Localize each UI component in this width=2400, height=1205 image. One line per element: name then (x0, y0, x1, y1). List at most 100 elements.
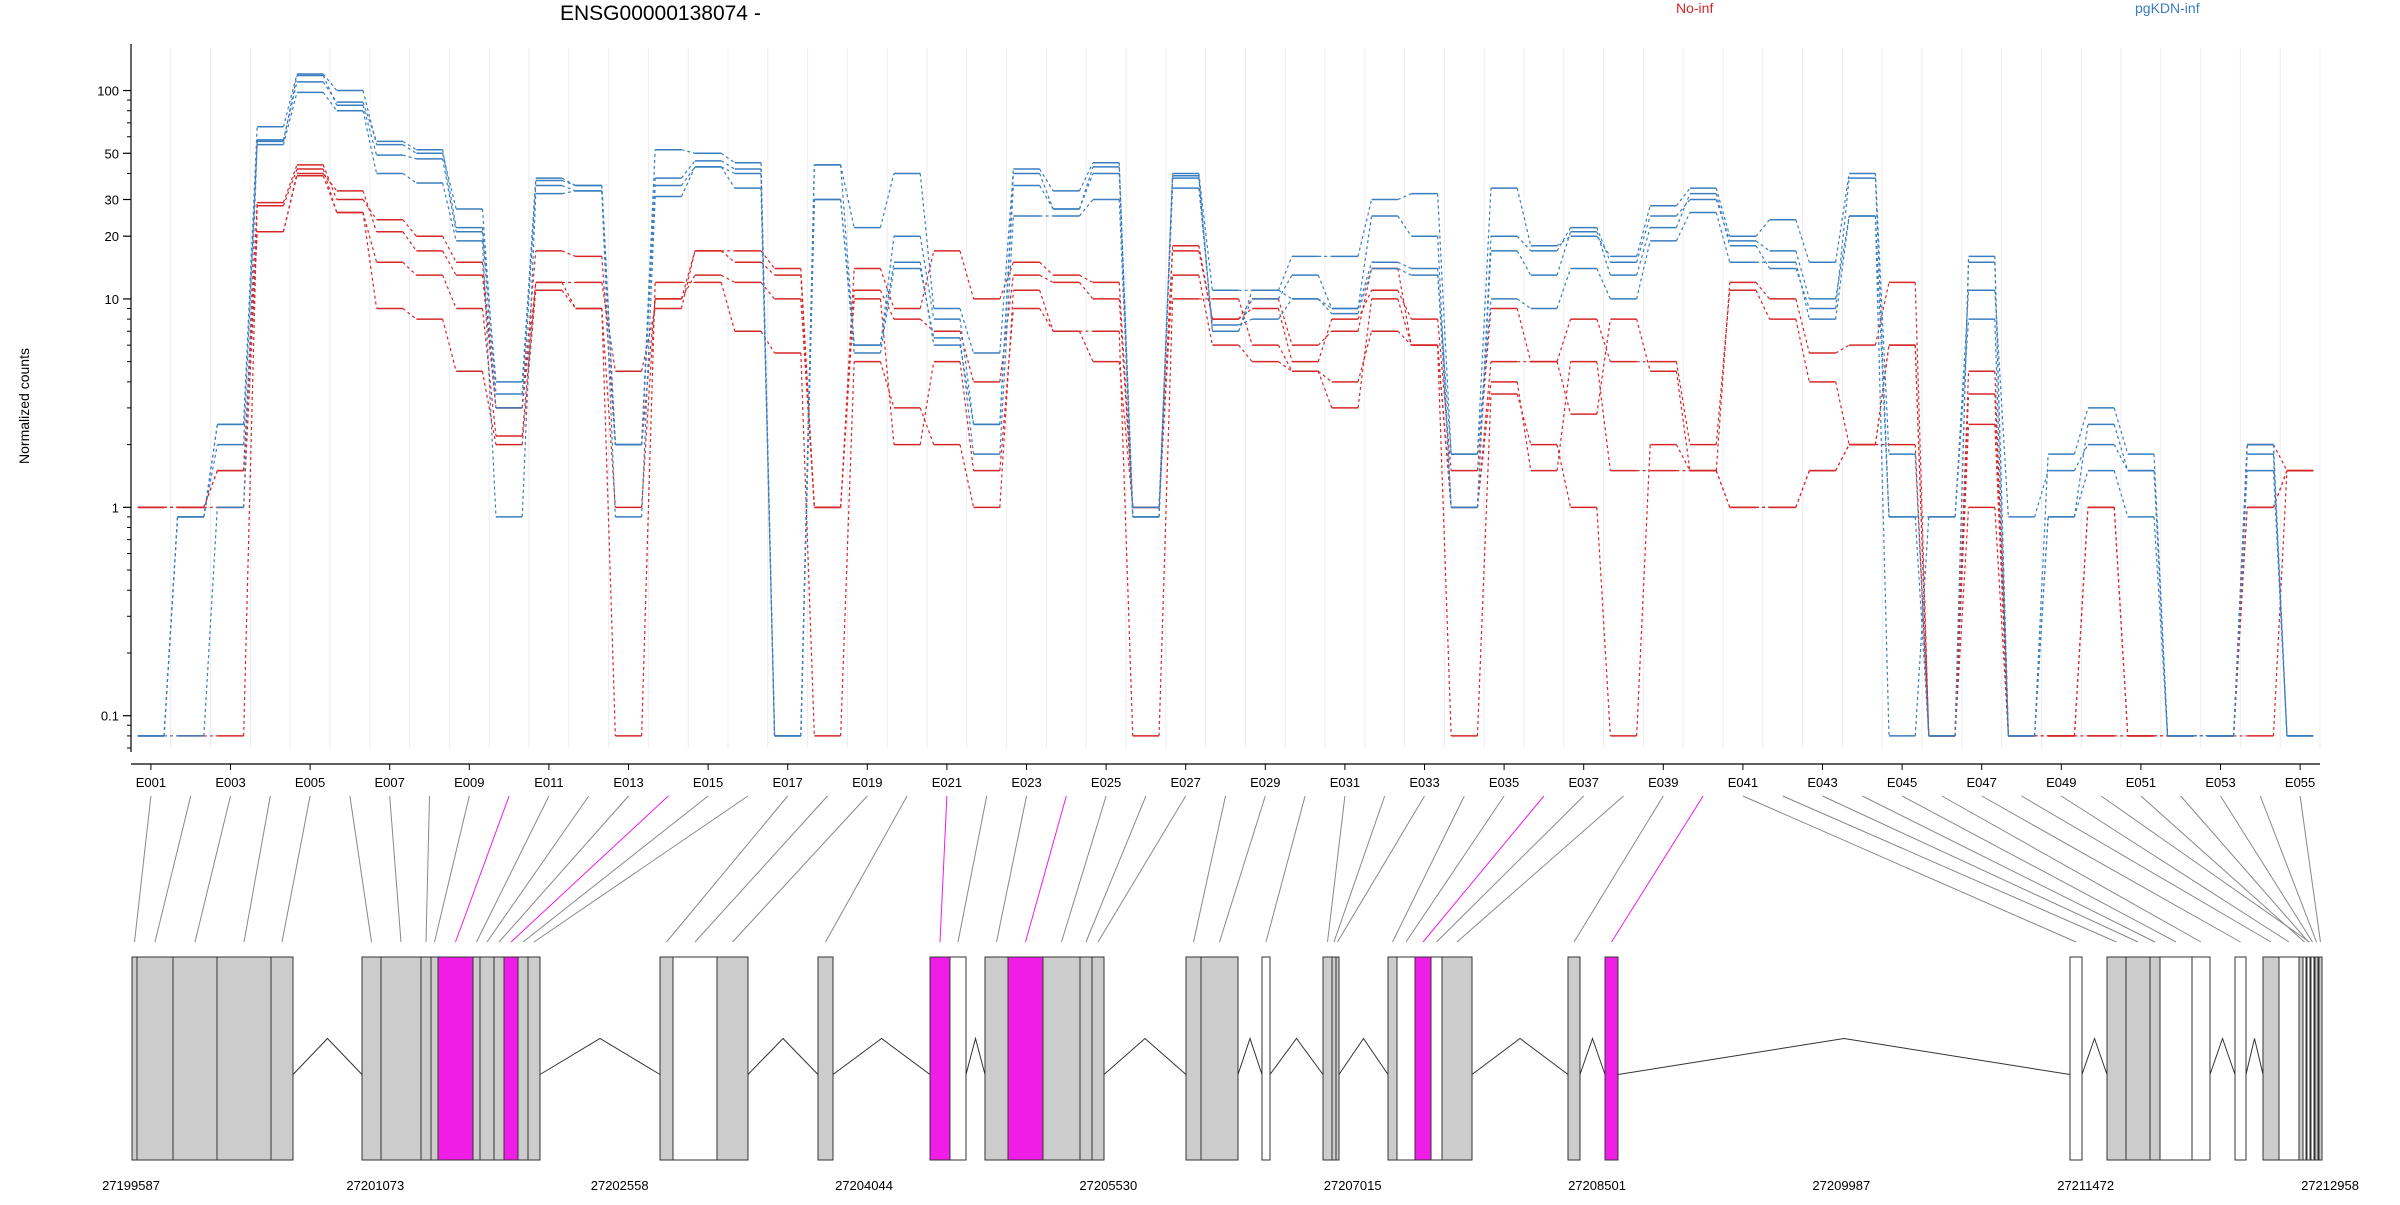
exon-e032 (1331, 956, 1337, 1161)
intron-line (1617, 1037, 2071, 1075)
series-connector (1874, 173, 1890, 455)
series-connector (680, 274, 696, 300)
x-tick-label: E043 (1807, 775, 1837, 790)
series-connector (1039, 274, 1054, 283)
series-connector (1954, 424, 1970, 736)
series-connector (1277, 274, 1293, 300)
series-connector (1835, 444, 1850, 471)
series-connector (243, 205, 258, 736)
gene-coordinate-label: 27205530 (1079, 1178, 1137, 1193)
series-connector (1476, 298, 1492, 455)
mapping-line (1085, 795, 1147, 943)
series-connector (322, 175, 338, 213)
series-connector (720, 166, 736, 189)
series-connector (879, 268, 895, 309)
x-tick-label: E003 (215, 775, 245, 790)
mapping-line (2259, 795, 2317, 943)
series-connector (2034, 454, 2049, 736)
series-connector (561, 190, 576, 195)
series-connector (1397, 193, 1412, 201)
series-connector (402, 307, 417, 320)
exon-e039 (1567, 956, 1581, 1161)
intron-line (539, 1037, 661, 1075)
exon-e051 (2302, 956, 2307, 1161)
series-no-inf-3 (137, 168, 2314, 737)
series-connector (1397, 268, 1412, 346)
series-connector (959, 361, 975, 471)
series-connector (1715, 470, 1731, 508)
series-connector (1835, 344, 1850, 354)
series-connector (1437, 268, 1452, 508)
mapping-line (2220, 795, 2313, 943)
series-connector (362, 101, 378, 142)
series-connector (1198, 188, 1213, 326)
gene-coordinate-label: 27208501 (1568, 1178, 1626, 1193)
series-connector (1397, 261, 1412, 270)
series-connector (1198, 178, 1213, 332)
series-connector (1158, 298, 1174, 736)
series-connector (362, 212, 378, 263)
series-connector (1795, 219, 1810, 263)
series-connector (720, 282, 736, 332)
series-connector (1516, 393, 1532, 445)
series-connector (840, 361, 855, 736)
series-connector (243, 231, 258, 508)
series-connector (1118, 361, 1134, 508)
intron-line (1471, 1037, 1569, 1075)
series-connector (282, 164, 298, 203)
series-connector (442, 182, 457, 241)
exon-e016 (527, 956, 541, 1161)
exon-e049 (2278, 956, 2300, 1161)
series-connector (203, 470, 218, 508)
series-connector (402, 144, 417, 154)
x-tick-label: E011 (534, 775, 563, 790)
mapping-line (281, 795, 311, 943)
series-connector (521, 282, 537, 437)
series-connector (1039, 185, 1054, 210)
series-connector (1437, 193, 1452, 455)
intron-line (2081, 1036, 2108, 1075)
series-connector (1636, 444, 1651, 736)
gene-coordinate-label: 27201073 (346, 1178, 404, 1193)
series-connector (1914, 444, 1930, 736)
series-connector (1516, 188, 1532, 246)
exon-e004 (216, 956, 272, 1161)
exon-e025 (1042, 956, 1081, 1161)
series-connector (561, 184, 576, 192)
mapping-line (1193, 795, 1226, 943)
series-connector (243, 126, 258, 425)
series-connector (1317, 318, 1333, 362)
exon-e041 (2069, 956, 2083, 1161)
series-connector (521, 178, 537, 394)
series-connector (561, 289, 577, 309)
mapping-line (2299, 795, 2321, 943)
series-connector (1874, 215, 1890, 736)
series-connector (1278, 361, 1293, 372)
series-connector (2073, 507, 2089, 736)
series-connector (362, 199, 378, 221)
series-connector (1914, 345, 1930, 736)
series-connector (1039, 168, 1054, 192)
chart-title: ENSG00000138074 - (560, 2, 761, 25)
series-connector (879, 290, 895, 320)
series-connector (720, 152, 736, 164)
series-connector (521, 250, 537, 408)
series-connector (2113, 444, 2129, 471)
x-tick-label: E039 (1648, 775, 1678, 790)
mapping-line (2021, 795, 2272, 943)
y-tick-label: 0.1 (101, 709, 119, 724)
series-connector (1795, 262, 1810, 320)
x-tick-label: E033 (1409, 775, 1439, 790)
x-tick-label: E023 (1011, 775, 1041, 790)
exon-e045 (2159, 956, 2193, 1161)
series-connector (680, 250, 696, 300)
y-tick-label: 1 (112, 500, 119, 515)
series-connector (720, 166, 736, 175)
series-pgkdn-inf-7 (137, 91, 2314, 737)
mapping-line (2100, 795, 2310, 943)
series-connector (641, 308, 656, 372)
series-connector (1238, 318, 1253, 326)
series-connector (362, 212, 378, 309)
x-tick-label: E019 (852, 775, 882, 790)
series-connector (1476, 250, 1492, 508)
